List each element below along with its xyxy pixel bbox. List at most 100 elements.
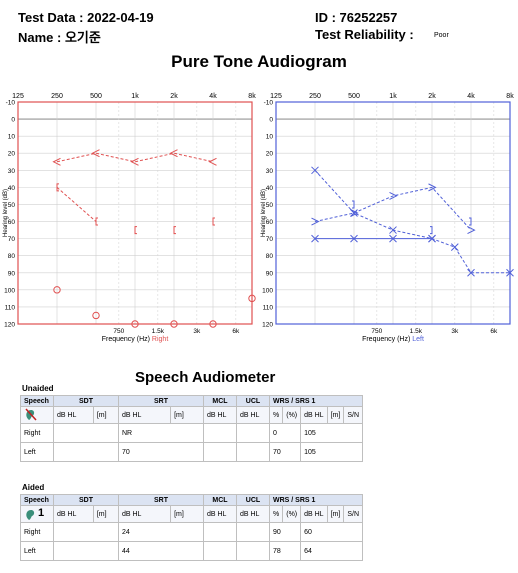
y-tick-label: 60 xyxy=(8,219,16,226)
group-header-row: Speech SDT SRT MCL UCL WRS / SRS 1 xyxy=(20,395,363,407)
wrs-m-header: [m] xyxy=(326,406,345,424)
wrs-pct-value: 70 xyxy=(268,442,302,462)
sdt-db-header: dB HL xyxy=(53,406,94,424)
ear-label: Left xyxy=(20,442,54,462)
y-tick-label: 70 xyxy=(266,236,274,243)
circle-marker xyxy=(170,320,178,328)
table-row: Left 44 78 64 xyxy=(20,541,363,561)
top-freq-label: 250 xyxy=(51,93,63,100)
x-axis-text: Frequency (Hz) xyxy=(362,336,412,343)
y-tick-label: 0 xyxy=(269,117,273,124)
group-mcl: MCL xyxy=(203,395,237,407)
circle-marker xyxy=(248,294,256,303)
hearing-aid-off-icon xyxy=(20,406,54,424)
top-freq-label: 8k xyxy=(506,93,514,100)
x-axis-text: Frequency (Hz) xyxy=(102,336,152,343)
patient-id: ID : 76252257 xyxy=(315,10,398,25)
ear-label: Left xyxy=(20,541,54,561)
y-tick-label: 20 xyxy=(266,151,274,158)
group-srt: SRT xyxy=(118,395,204,407)
top-freq-label: 250 xyxy=(309,93,321,100)
circle-marker xyxy=(53,286,61,294)
bracket-marker xyxy=(208,157,217,166)
top-freq-label: 1k xyxy=(389,93,397,100)
y-axis-label: Hearing level (dB) xyxy=(261,189,267,237)
y-tick-label: 30 xyxy=(8,168,16,175)
circle-marker xyxy=(209,320,217,328)
table-row: Right 24 90 60 xyxy=(20,522,363,542)
square-bracket-marker xyxy=(352,200,355,209)
group-mcl: MCL xyxy=(203,494,237,506)
left-ear-audiogram: 125 250 500 1k 2k 4k 8k -10 0 10 20 30 40 50 60 70 80 90 1… xyxy=(261,93,514,343)
cross-marker xyxy=(428,234,436,243)
y-tick-label: 30 xyxy=(266,168,274,175)
group-ucl: UCL xyxy=(236,395,270,407)
x-axis-label: Frequency (Hz) Right xyxy=(102,336,169,343)
y-tick-label: 100 xyxy=(4,287,15,294)
y-tick-label: 70 xyxy=(8,236,16,243)
series-line xyxy=(56,187,97,222)
square-bracket-marker xyxy=(469,217,472,226)
wrs-sn-header: S/N xyxy=(343,406,363,424)
cross-marker xyxy=(311,166,319,175)
y-tick-label: 120 xyxy=(4,322,15,329)
square-bracket-marker xyxy=(430,226,433,235)
y-tick-label: 20 xyxy=(8,151,16,158)
aided-label: Aided xyxy=(22,483,45,492)
srt-value: 70 xyxy=(118,442,204,462)
series-line xyxy=(314,186,472,231)
ear-side-label: Right xyxy=(152,336,168,343)
srt-m-header: [m] xyxy=(170,406,204,424)
y-tick-label: -10 xyxy=(264,100,274,107)
cross-marker xyxy=(389,226,397,234)
wrs-pct-header: % xyxy=(268,406,284,424)
bottom-freq-label: 750 xyxy=(371,328,382,335)
aid-number: 1 xyxy=(38,507,45,520)
top-freq-label: 125 xyxy=(12,93,24,100)
hearing-aid-icon: 1 xyxy=(20,505,54,523)
srt-value: NR xyxy=(118,423,204,443)
speech-title: Speech Audiometer xyxy=(135,369,276,386)
series-line xyxy=(56,152,214,163)
wrs-pct2-header: (%) xyxy=(282,505,302,523)
square-bracket-marker xyxy=(134,226,137,235)
bracket-marker xyxy=(52,157,61,166)
bottom-freq-label: 1.5k xyxy=(410,328,423,335)
top-freq-label: 2k xyxy=(428,93,436,100)
group-wrs: WRS / SRS 1 xyxy=(269,494,363,506)
top-freq-label: 2k xyxy=(170,93,178,100)
circle-marker xyxy=(92,311,100,320)
wrs-db-value: 105 xyxy=(300,423,363,443)
y-tick-label: 10 xyxy=(8,134,16,141)
ucl-db-header: dB HL xyxy=(236,406,270,424)
plot-frame xyxy=(275,101,511,325)
y-tick-label: 50 xyxy=(266,202,274,209)
sdt-db-header: dB HL xyxy=(53,505,94,523)
cross-marker xyxy=(389,234,397,243)
y-tick-label: 120 xyxy=(262,322,273,329)
wrs-pct2-header: (%) xyxy=(282,406,302,424)
ear-label: Right xyxy=(20,522,54,542)
bracket-marker xyxy=(91,149,100,158)
group-speech: Speech xyxy=(20,494,54,506)
wrs-pct-header: % xyxy=(268,505,284,523)
wrs-db-value: 64 xyxy=(300,541,363,561)
wrs-db-header: dB HL xyxy=(300,406,328,424)
bottom-freq-label: 6k xyxy=(490,328,498,335)
y-tick-label: 50 xyxy=(8,202,16,209)
top-freq-label: 125 xyxy=(270,93,282,100)
square-bracket-marker xyxy=(212,217,215,226)
group-srt: SRT xyxy=(118,494,204,506)
unaided-table: Speech SDT SRT MCL UCL WRS / SRS 1 dB HL… xyxy=(20,395,363,462)
y-axis-label: Hearing level (dB) xyxy=(3,189,9,237)
y-tick-label: 0 xyxy=(11,117,15,124)
bracket-marker xyxy=(130,157,139,166)
subheader-row: dB HL [m] dB HL [m] dB HL dB HL % (%) dB… xyxy=(20,406,363,424)
srt-db-header: dB HL xyxy=(117,505,172,523)
bottom-freq-label: 750 xyxy=(113,328,124,335)
srt-db-header: dB HL xyxy=(117,406,172,424)
top-freq-label: 4k xyxy=(467,93,475,100)
right-ear-audiogram: 125 250 500 1k 2k 4k 8k -10 0 10 20 30 40 50 60 70 80 90 1… xyxy=(3,93,256,343)
wrs-db-value: 105 xyxy=(300,442,363,462)
y-tick-label: 90 xyxy=(8,270,16,277)
